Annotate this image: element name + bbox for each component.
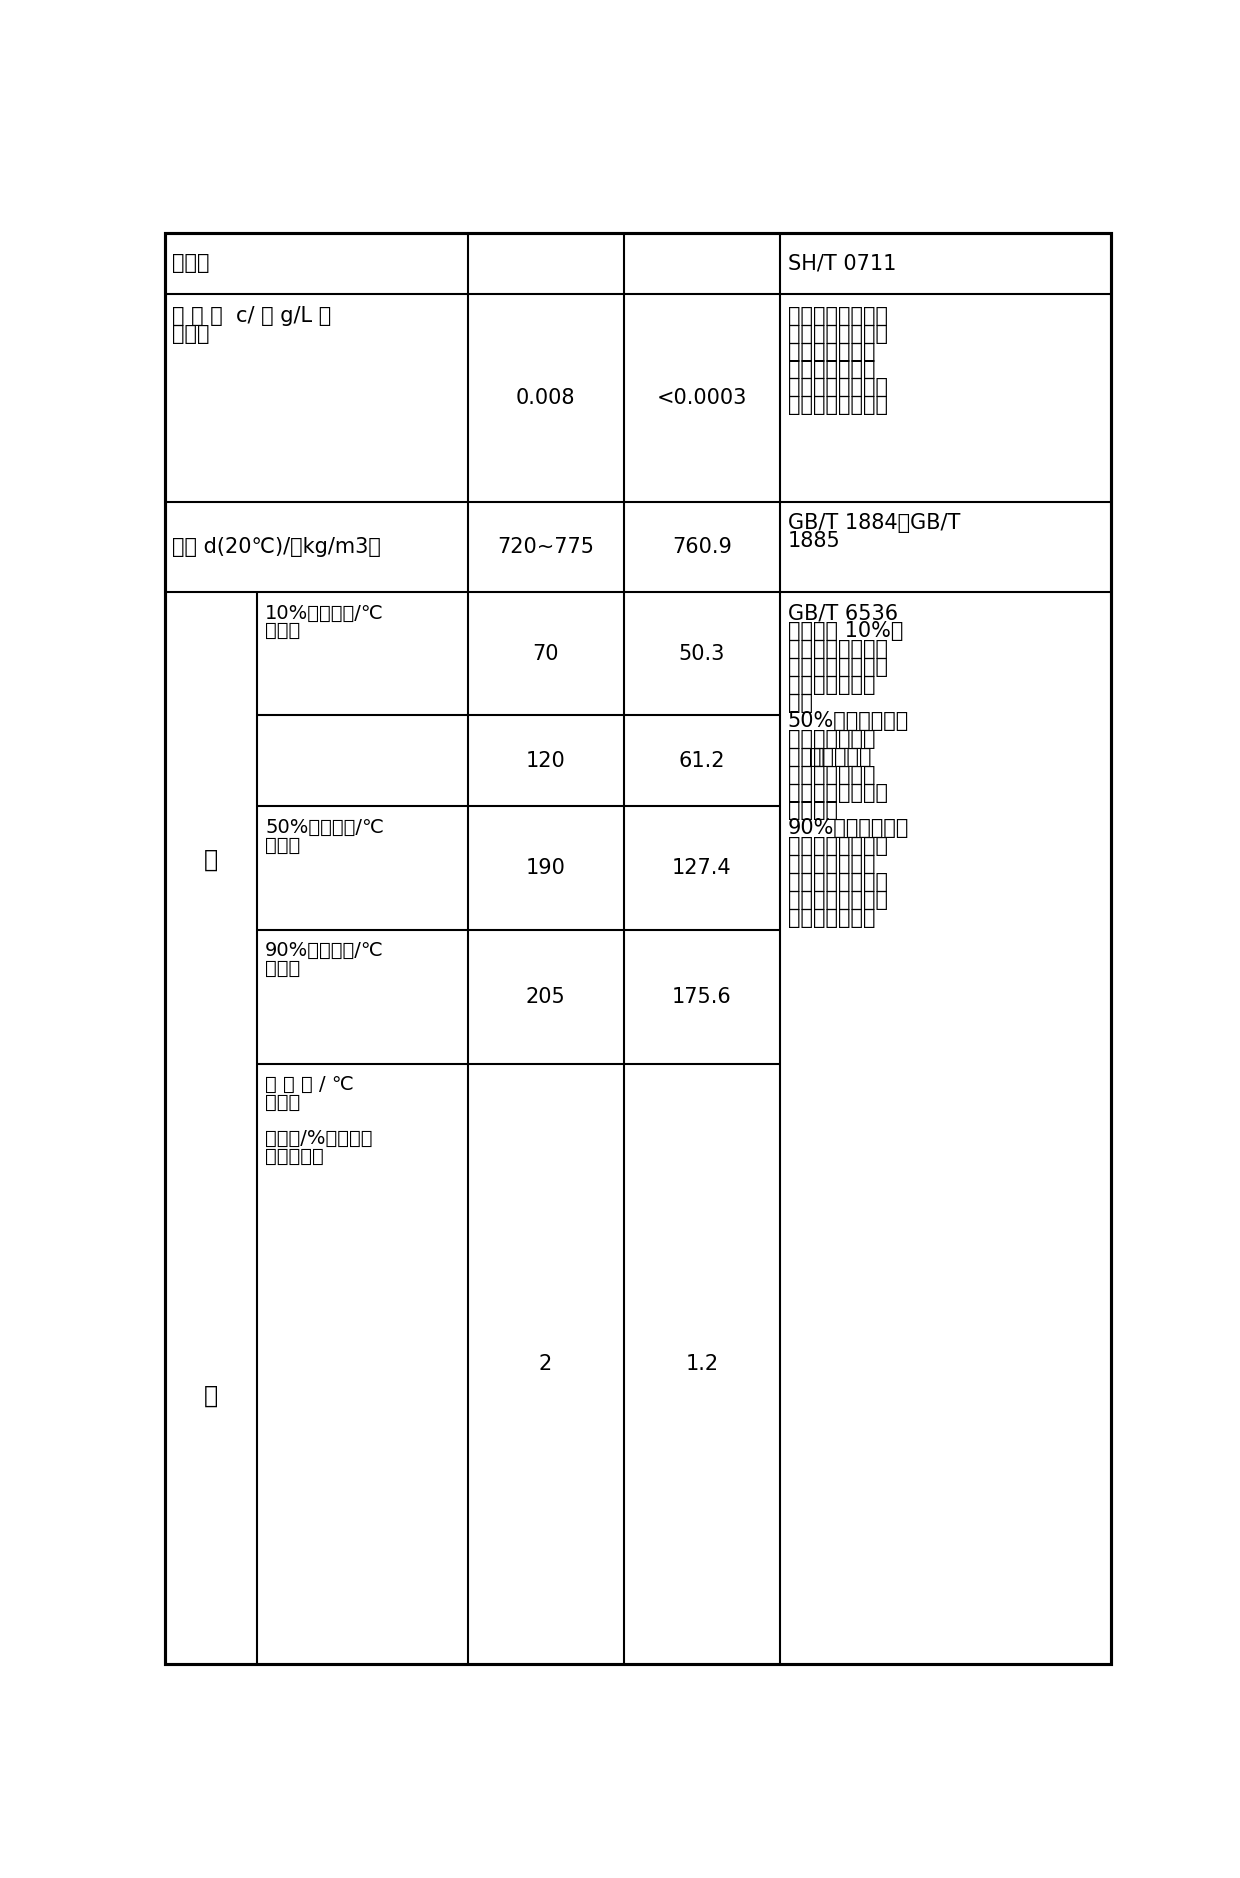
Text: 馏点：汽油中不能: 馏点：汽油中不能	[787, 836, 888, 856]
Text: 不大于: 不大于	[172, 323, 210, 344]
Text: 190: 190	[526, 858, 565, 879]
Text: 50%蒸发温度：其: 50%蒸发温度：其	[787, 712, 909, 731]
Text: 不高于: 不高于	[265, 622, 300, 640]
Text: 50%蒸发温度/℃: 50%蒸发温度/℃	[265, 819, 384, 838]
Text: 0.008: 0.008	[516, 389, 575, 408]
Text: 1885: 1885	[787, 531, 841, 552]
Text: 影响发动机的加: 影响发动机的加	[787, 729, 875, 749]
Text: 50.3: 50.3	[678, 644, 725, 663]
Text: 120: 120	[526, 751, 565, 770]
Text: 720~775: 720~775	[497, 537, 594, 556]
Text: GB/T 1884、GB/T: GB/T 1884、GB/T	[787, 513, 960, 533]
Text: 发温度：温度过高: 发温度：温度过高	[787, 639, 888, 659]
Text: 馏: 馏	[203, 849, 218, 871]
Text: 127.4: 127.4	[672, 858, 732, 879]
Text: 10%蒸发温度/℃: 10%蒸发温度/℃	[265, 603, 384, 622]
Text: 90%蒸发温度/℃: 90%蒸发温度/℃	[265, 941, 384, 960]
Text: 塞火花塞、气门: 塞火花塞、气门	[787, 359, 875, 379]
Text: 70: 70	[532, 644, 559, 663]
Text: 成金属氧化物堵: 成金属氧化物堵	[787, 342, 875, 362]
Text: GB/T 6536: GB/T 6536	[787, 603, 898, 623]
Text: 越低，表示其不能: 越低，表示其不能	[787, 890, 888, 911]
Text: 175.6: 175.6	[672, 986, 732, 1007]
Text: 初馏点和 10%蒸: 初馏点和 10%蒸	[787, 622, 903, 642]
Text: 密度 d(20℃)/（kg/m3）: 密度 d(20℃)/（kg/m3）	[172, 537, 381, 556]
Text: 程: 程	[203, 1384, 218, 1408]
Text: 61.2: 61.2	[678, 751, 725, 770]
Text: <0.0003: <0.0003	[657, 389, 746, 408]
Text: 馏分的含量。温度: 馏分的含量。温度	[787, 871, 888, 892]
Text: 终 馏 点 / ℃: 终 馏 点 / ℃	[265, 1076, 353, 1095]
Text: 杆、三元催化剂。: 杆、三元催化剂。	[787, 377, 888, 398]
Text: 不高于: 不高于	[265, 836, 300, 854]
Text: 完全蒸发的重质: 完全蒸发的重质	[787, 907, 875, 928]
Text: 90%蒸发温度和终: 90%蒸发温度和终	[787, 819, 909, 838]
Text: 205: 205	[526, 986, 565, 1007]
Text: 加速性就好，工作: 加速性就好，工作	[787, 783, 888, 802]
Text: 速性，: 速性，	[787, 747, 825, 766]
Text: 低会产生气阻现: 低会产生气阻现	[787, 674, 875, 695]
Text: 锰 含 量  c/ （ g/L ）: 锰 含 量 c/ （ g/L ）	[172, 306, 331, 325]
Text: 残留量/%（体积分: 残留量/%（体积分	[265, 1129, 372, 1147]
Text: 其含量越少越好。: 其含量越少越好。	[787, 394, 888, 415]
Text: 760.9: 760.9	[672, 537, 732, 556]
Text: 比较平稳: 比较平稳	[787, 800, 837, 821]
Text: 2: 2	[539, 1354, 552, 1375]
Text: 数）不大于: 数）不大于	[265, 1147, 324, 1166]
Text: 铁、锰可以提高抗: 铁、锰可以提高抗	[787, 306, 888, 325]
Text: 温度低，其: 温度低，其	[810, 747, 872, 766]
Text: 不高于: 不高于	[265, 960, 300, 978]
Text: 象。: 象。	[787, 693, 812, 714]
Text: 整发性和发动机: 整发性和发动机	[787, 764, 875, 785]
Text: 汽车不易启动，过: 汽车不易启动，过	[787, 657, 888, 678]
Text: SH/T 0711: SH/T 0711	[787, 254, 897, 274]
Text: 爆指数，其燃烧形: 爆指数，其燃烧形	[787, 323, 888, 344]
Text: 完全燃烧的重质: 完全燃烧的重质	[787, 854, 875, 873]
Text: 不高于: 不高于	[265, 1093, 300, 1112]
Text: 1.2: 1.2	[686, 1354, 718, 1375]
Text: 不大于: 不大于	[172, 254, 210, 274]
